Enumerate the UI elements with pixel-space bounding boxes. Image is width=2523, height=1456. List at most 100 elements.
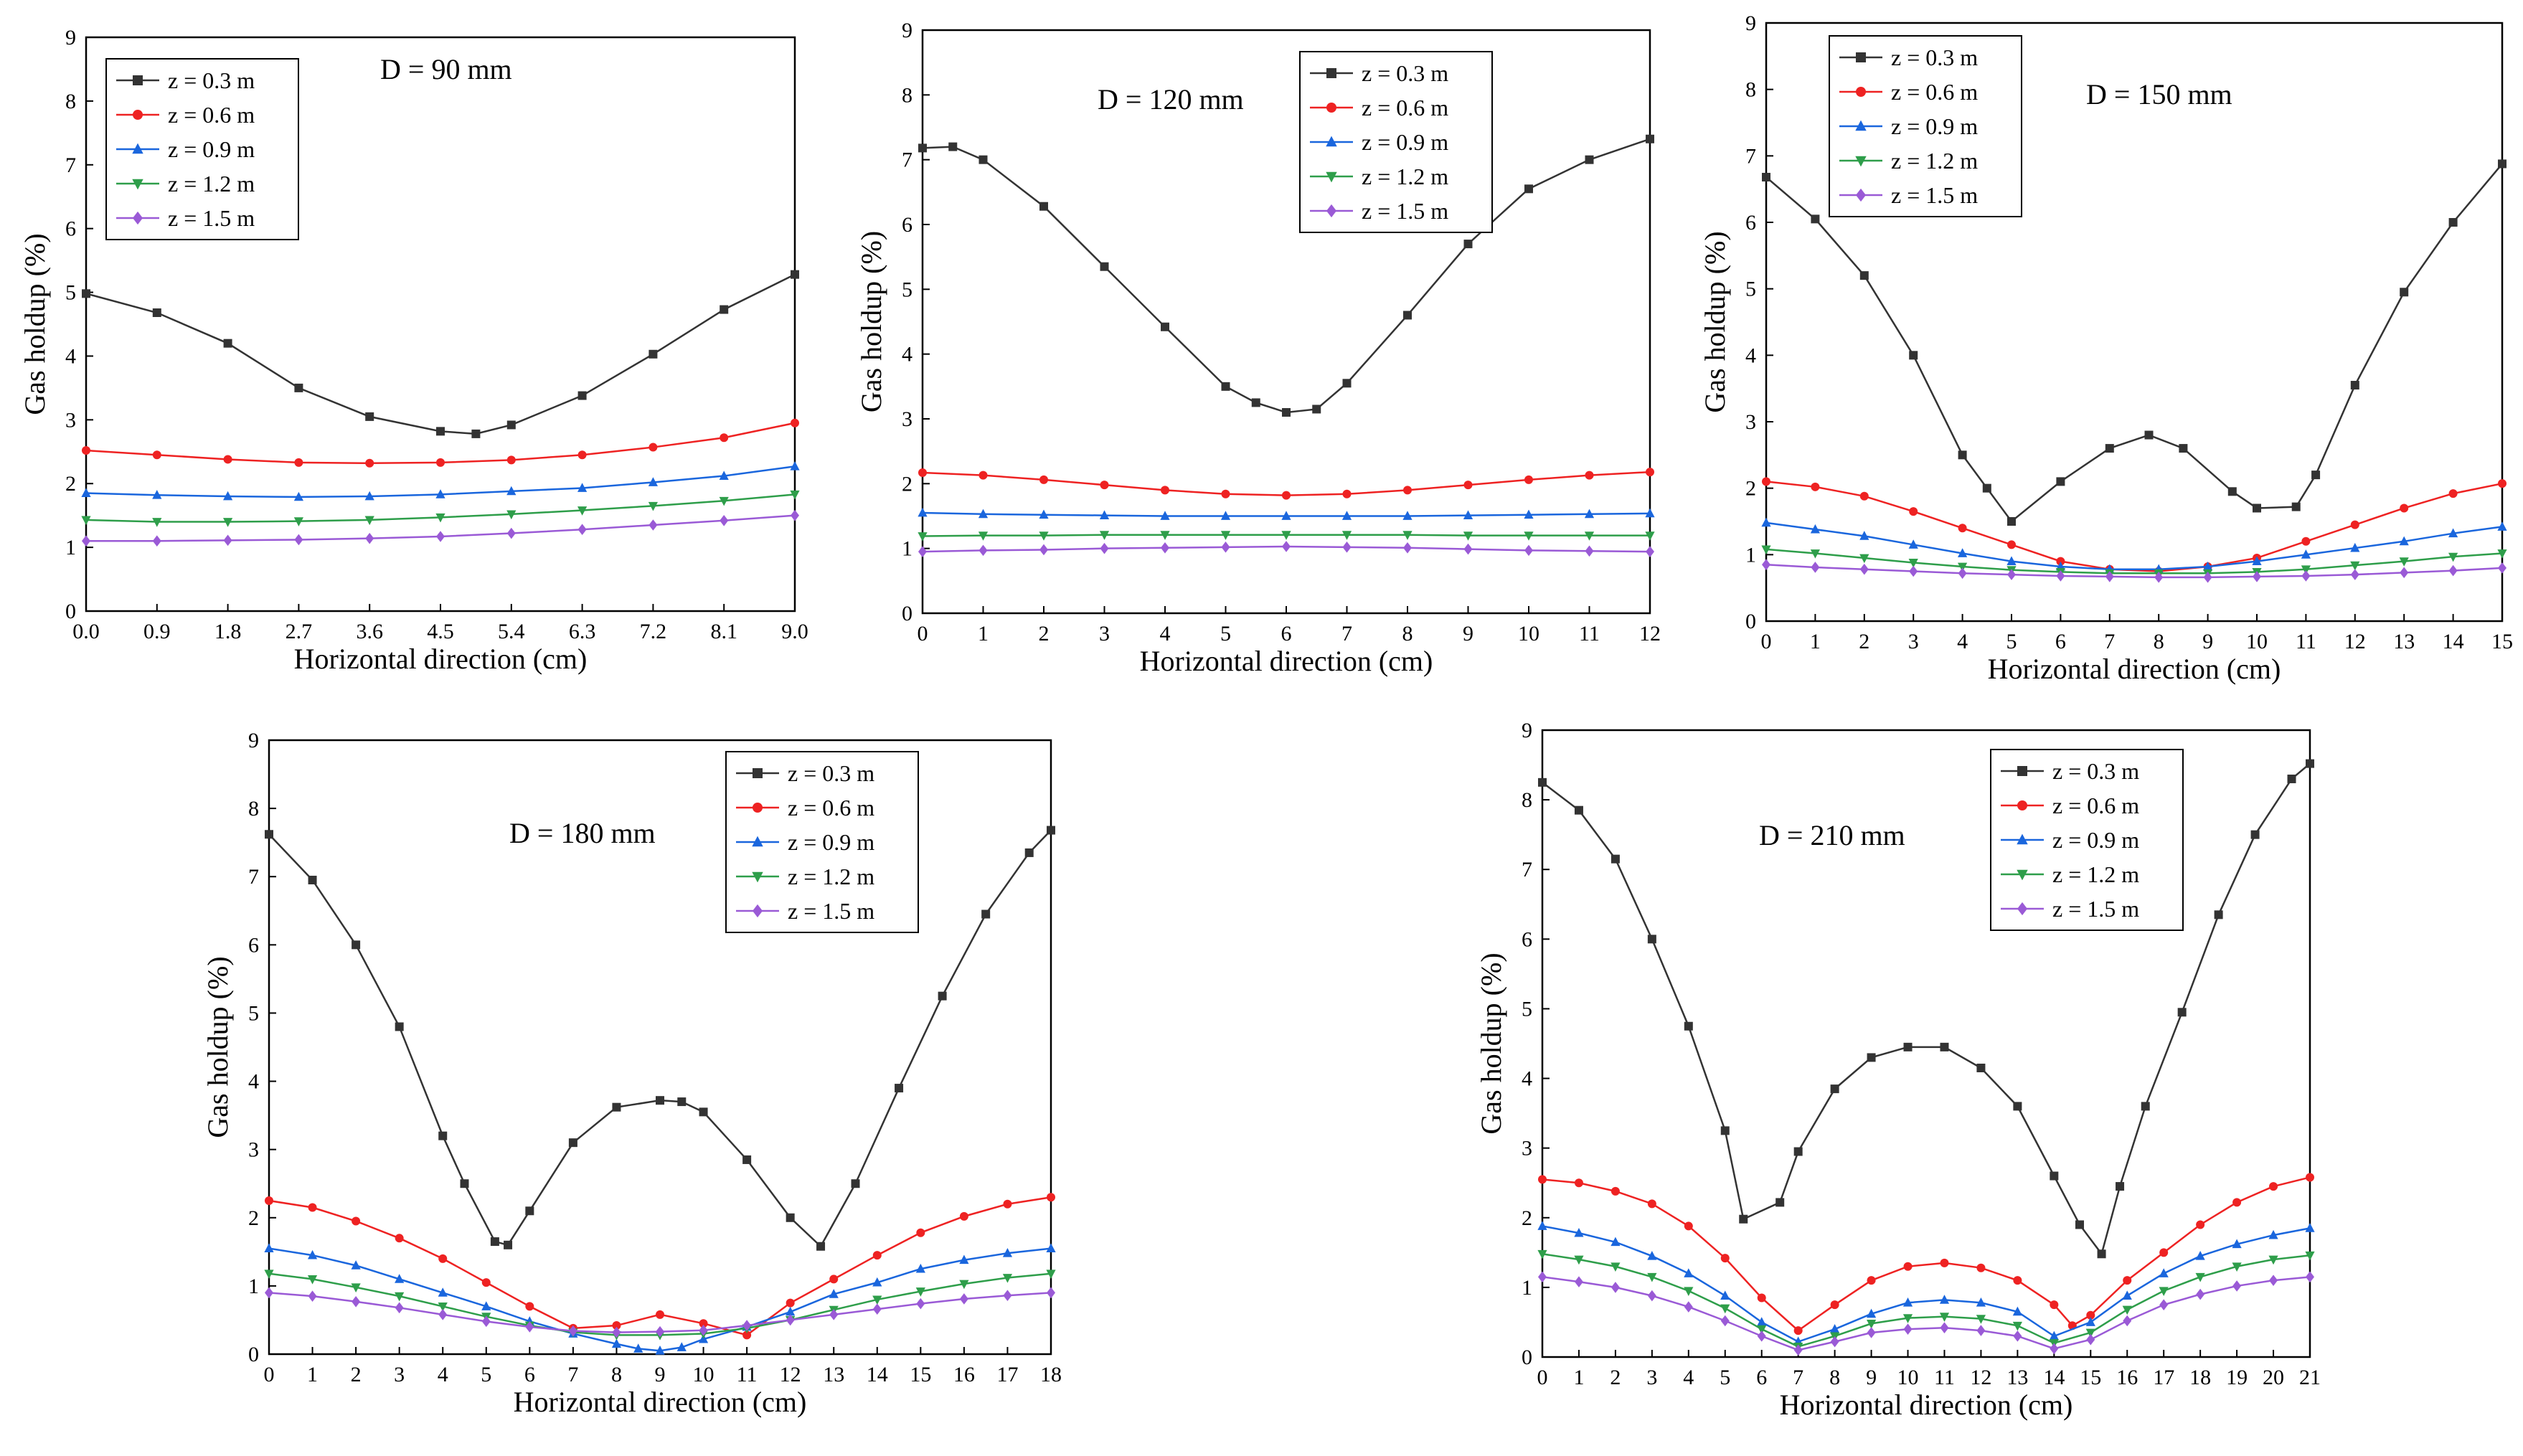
data-point — [1903, 1262, 1913, 1271]
data-point — [568, 1325, 577, 1337]
data-point — [918, 507, 928, 517]
data-point — [1909, 507, 1918, 516]
x-tick-label: 2.7 — [286, 620, 313, 643]
y-tick-label: 9 — [1745, 11, 1756, 35]
data-point — [2448, 528, 2458, 538]
series-line — [1542, 762, 2311, 1257]
data-point — [2056, 477, 2065, 486]
x-tick-label: 1 — [978, 622, 989, 646]
data-point — [1859, 554, 1869, 564]
legend-label: z = 0.3 m — [168, 67, 255, 93]
legend-marker — [2017, 869, 2028, 881]
data-point — [506, 510, 517, 520]
data-point — [2268, 1255, 2278, 1265]
legend-marker — [2017, 800, 2027, 810]
data-point — [786, 1298, 795, 1308]
data-point — [2350, 561, 2360, 571]
x-tick-label: 2 — [351, 1363, 362, 1386]
data-point — [1574, 1276, 1583, 1287]
x-tick-label: 13 — [2393, 630, 2415, 653]
y-tick-label: 4 — [65, 344, 76, 368]
data-point — [915, 1263, 925, 1273]
data-point — [2448, 489, 2458, 498]
data-point — [395, 1274, 405, 1283]
data-point — [1762, 172, 1770, 181]
data-point — [1463, 543, 1473, 555]
data-point — [352, 1216, 361, 1226]
data-point — [2232, 1239, 2242, 1249]
data-point — [918, 546, 927, 557]
data-point — [438, 1287, 448, 1297]
plot-frame — [1541, 729, 2311, 1358]
data-point — [2056, 570, 2065, 582]
data-point — [1775, 1198, 1785, 1207]
chart-title: D = 150 mm — [2086, 78, 2232, 110]
legend-marker — [1326, 171, 1337, 183]
data-point — [2159, 1299, 2169, 1310]
data-point — [1958, 524, 1967, 533]
data-point — [1611, 1237, 1621, 1247]
y-tick-label: 2 — [902, 472, 912, 496]
data-point — [1976, 1063, 1986, 1072]
series-line — [1765, 481, 2503, 572]
y-tick-label: 2 — [65, 472, 76, 496]
x-tick-label: 10 — [693, 1363, 715, 1386]
x-tick-label: 9 — [1463, 622, 1473, 646]
data-point — [1647, 1250, 1657, 1260]
data-point — [2013, 1330, 2022, 1342]
legend-label: z = 0.3 m — [1891, 44, 1978, 70]
legend-label: z = 0.9 m — [1362, 129, 1448, 155]
data-point — [720, 305, 729, 314]
plot-frame — [268, 739, 1052, 1356]
data-point — [2497, 549, 2507, 559]
legend-label: z = 0.6 m — [1362, 95, 1448, 120]
data-point — [1646, 134, 1654, 143]
data-point — [790, 490, 800, 500]
y-tick-label: 5 — [902, 278, 912, 301]
data-point — [506, 486, 517, 496]
data-point — [308, 1203, 317, 1212]
data-point — [2105, 444, 2114, 453]
y-tick-label: 6 — [1745, 211, 1756, 235]
data-point — [677, 1097, 687, 1107]
x-tick-label: 9 — [1866, 1366, 1877, 1389]
x-tick-label: 3 — [1908, 630, 1919, 653]
data-point — [872, 1277, 882, 1287]
x-tick-label: 3.6 — [356, 620, 383, 643]
data-point — [307, 1275, 318, 1285]
data-point — [2116, 1182, 2125, 1191]
data-point — [294, 383, 303, 392]
x-tick-label: 17 — [2153, 1366, 2174, 1389]
y-tick-label: 5 — [65, 281, 76, 305]
data-point — [1810, 524, 1820, 534]
data-point — [699, 1319, 708, 1328]
x-tick-label: 8.1 — [710, 620, 737, 643]
data-point — [1859, 563, 1869, 575]
y-tick-label: 1 — [65, 536, 76, 559]
data-point — [1463, 510, 1473, 519]
x-tick-label: 7 — [2104, 630, 2115, 653]
data-point — [365, 532, 374, 544]
data-point — [872, 1295, 882, 1305]
x-tick-label: 16 — [2116, 1366, 2138, 1389]
data-point — [460, 1179, 469, 1188]
data-point — [1403, 486, 1412, 495]
data-point — [1647, 1199, 1656, 1209]
data-point — [1684, 1221, 1693, 1231]
data-point — [365, 458, 374, 468]
data-point — [294, 458, 303, 467]
data-point — [2086, 1333, 2095, 1346]
x-tick-label: 11 — [737, 1363, 758, 1386]
y-tick-label: 1 — [248, 1275, 259, 1298]
data-point — [1161, 322, 1169, 331]
data-point — [1161, 486, 1169, 495]
legend-label: z = 0.9 m — [168, 136, 255, 162]
data-point — [1221, 542, 1230, 553]
data-point — [2400, 288, 2409, 297]
x-tick-label: 0 — [1761, 630, 1772, 653]
data-point — [2159, 1268, 2169, 1277]
data-point — [504, 1240, 513, 1249]
x-tick-label: 2 — [1610, 1366, 1621, 1389]
data-point — [293, 491, 303, 501]
data-point — [1976, 1315, 1986, 1324]
